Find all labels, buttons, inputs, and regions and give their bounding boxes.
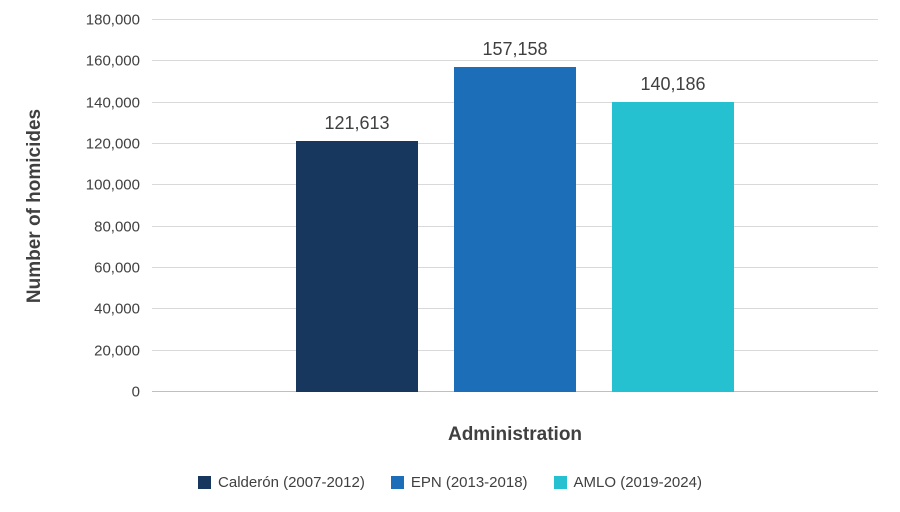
- y-axis-tick-label: 0: [131, 383, 140, 401]
- bar-group: 121,613 157,158 140,186: [152, 20, 878, 392]
- y-axis-tick-label: 60,000: [94, 259, 140, 277]
- legend-item: EPN (2013-2018): [390, 474, 528, 491]
- y-axis-tick-label: 80,000: [94, 218, 140, 236]
- gridline: [152, 19, 878, 20]
- legend-swatch-icon: [198, 476, 212, 489]
- y-axis-tick-label: 180,000: [85, 11, 140, 29]
- legend-item-label: AMLO (2019-2024): [573, 474, 702, 491]
- bar-value-label: 157,158: [482, 39, 548, 60]
- legend-item-label: Calderón (2007-2012): [218, 474, 365, 491]
- bar: 121,613: [296, 113, 418, 392]
- y-axis-tick-label: 120,000: [85, 135, 140, 153]
- y-axis-tick-label: 40,000: [94, 300, 140, 318]
- y-axis-tick-label: 100,000: [85, 176, 140, 194]
- bar-value-label: 121,613: [324, 112, 390, 133]
- x-axis-title: Administration: [447, 424, 583, 445]
- bar-value-label: 140,186: [640, 74, 706, 95]
- legend-swatch-icon: [553, 476, 567, 489]
- y-axis-tick-label: 140,000: [85, 94, 140, 112]
- legend-swatch-icon: [390, 476, 404, 489]
- legend-item-label: EPN (2013-2018): [410, 474, 528, 491]
- legend: Calderón (2007-2012) EPN (2013-2018) AMLO …: [0, 474, 900, 491]
- y-axis-tick-label: 160,000: [85, 52, 140, 70]
- plot-area: 121,613 157,158 140,186: [152, 19, 878, 392]
- bar: 157,158: [454, 39, 576, 392]
- gridline: [152, 60, 878, 62]
- bar: 140,186: [612, 74, 734, 392]
- legend-item: AMLO (2019-2024): [553, 474, 702, 491]
- legend-item: Calderón (2007-2012): [198, 474, 365, 491]
- y-axis-tick-label: 20,000: [94, 342, 140, 360]
- y-axis-tick-labels: 0 20,000 40,000 60,000 80,000 100,000 120,000 1…: [0, 12, 140, 401]
